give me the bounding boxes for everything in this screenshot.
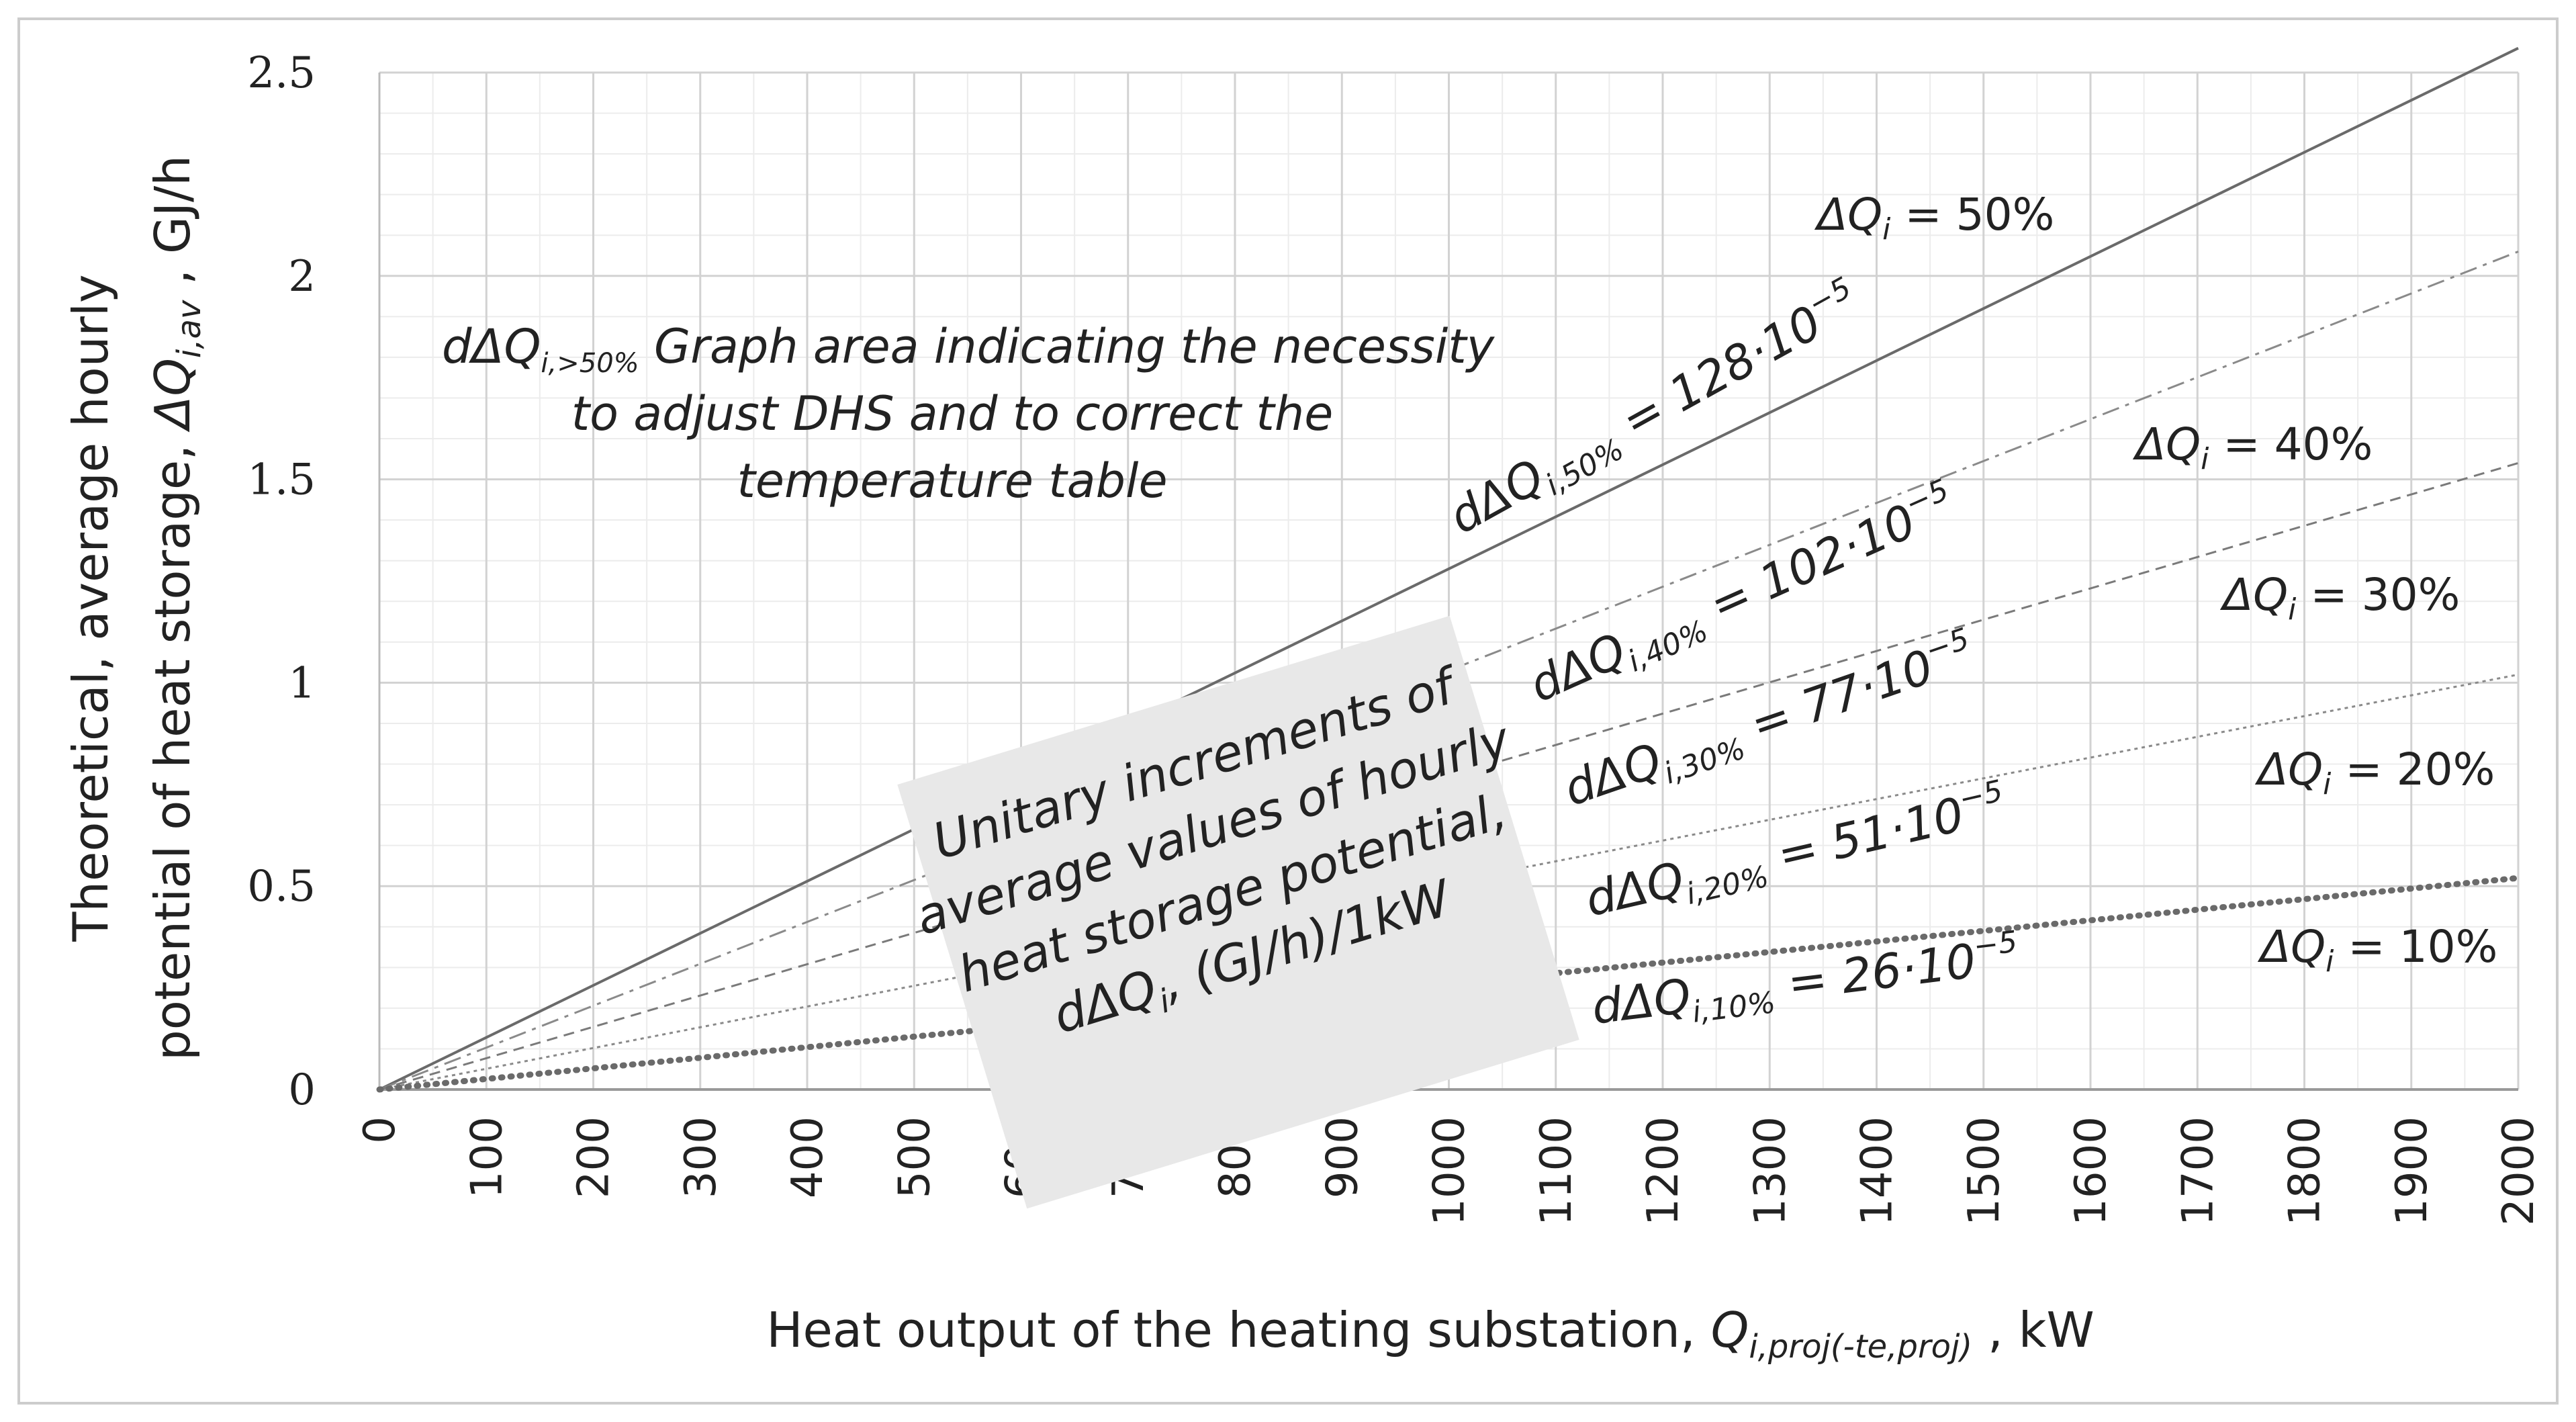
x-tick-label: 1500 (1960, 1116, 2009, 1226)
series-line-0 (379, 46, 2519, 1091)
x-tick-label: 1000 (1425, 1116, 1475, 1226)
y-tick-label: 1.5 (247, 455, 316, 505)
area-annotation: dΔQi,>50% Graph area indicating the nece… (442, 319, 1496, 508)
area-line-3: temperature table (737, 453, 1167, 508)
series-end-labels: ΔQi = 50% ΔQi = 40% ΔQi = 30% ΔQi = 20% … (1814, 189, 2497, 979)
axes (378, 73, 2518, 1091)
x-tick-label: 1100 (1532, 1116, 1581, 1226)
x-tick-label: 1800 (2281, 1116, 2330, 1226)
series-line-3 (379, 673, 2519, 1091)
x-tick-label: 500 (890, 1116, 939, 1198)
x-tick-label: 1900 (2387, 1116, 2437, 1226)
area-line-2: to adjust DHS and to correct the (571, 386, 1334, 441)
series-label-40: ΔQi = 40% (2132, 418, 2373, 476)
unitary-box-background (897, 615, 1579, 1209)
x-axis-title: Heat output of the heating substation, Q… (766, 1302, 2094, 1366)
x-tick-label: 1200 (1639, 1116, 1688, 1226)
y-tick-label: 1 (288, 658, 316, 708)
x-tick-label: 2000 (2494, 1116, 2544, 1226)
x-tick-label: 0 (355, 1116, 405, 1144)
x-tick-label: 400 (783, 1116, 833, 1198)
y-tick-label: 2.5 (247, 48, 316, 98)
x-tick-label: 1400 (1853, 1116, 1902, 1226)
series-line-2 (379, 461, 2519, 1091)
y-axis-title: Theoretical, average hourly potential of… (62, 155, 208, 1061)
y-axis-title-line-1: Theoretical, average hourly (62, 274, 119, 942)
x-tick-label: 100 (462, 1116, 512, 1198)
x-tick-label: 900 (1318, 1116, 1367, 1198)
y-tick-label: 0.5 (247, 862, 316, 912)
x-tick-label: 200 (569, 1116, 619, 1198)
y-tick-label: 0 (288, 1065, 316, 1115)
series-label-50: ΔQi = 50% (1814, 189, 2054, 247)
series-label-30: ΔQi = 30% (2219, 569, 2460, 627)
x-tick-label: 1700 (2173, 1116, 2223, 1226)
y-axis-title-line-2: potential of heat storage, ΔQi,av , GJ/h (144, 155, 208, 1061)
x-tick-label: 300 (676, 1116, 726, 1198)
y-tick-label: 2 (288, 252, 316, 302)
y-tick-labels: 0 0.5 1 1.5 2 2.5 (247, 48, 316, 1115)
x-tick-label: 1300 (1745, 1116, 1795, 1226)
area-line-1: dΔQi,>50% Graph area indicating the nece… (442, 319, 1496, 379)
series-label-10: ΔQi = 10% (2257, 921, 2497, 979)
x-tick-label: 1600 (2066, 1116, 2116, 1226)
slope-label-10: dΔQi,10% = 26·10−5 (1588, 925, 2023, 1042)
series-label-20: ΔQi = 20% (2254, 744, 2495, 801)
